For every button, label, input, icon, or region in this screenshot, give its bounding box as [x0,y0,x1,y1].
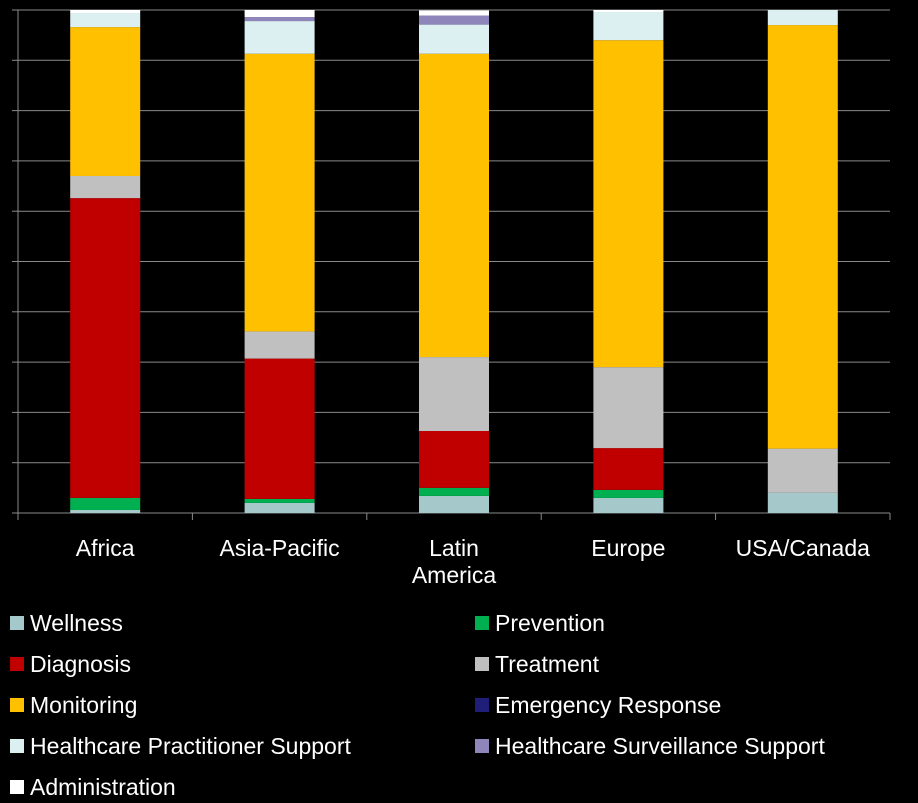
bar-segment-treatment [593,367,664,449]
bar-segment-healthcare-practitioner-support [70,13,141,28]
bar-segment-diagnosis [419,431,489,488]
legend-item: Diagnosis [10,651,131,677]
legend-label: Administration [30,774,176,800]
bar-segment-healthcare-practitioner-support [419,24,489,54]
x-tick-label: USA/Canada [735,535,870,561]
legend-swatch [475,616,489,630]
x-tick-label: Europe [591,535,666,561]
legend-item: Healthcare Practitioner Support [10,733,351,759]
bar-segment-diagnosis [244,358,315,499]
bar-segment-treatment [419,357,489,432]
x-tick-label: Africa [75,535,135,561]
bar-segment-healthcare-surveillance-support [244,17,315,22]
bar-segment-prevention [593,489,664,498]
bar-segment-treatment [70,175,141,199]
legend-label: Emergency Response [495,692,722,718]
legend-label: Healthcare Surveillance Support [495,733,825,759]
bar-segment-monitoring [244,53,315,332]
legend-item: Administration [10,774,176,800]
legend-swatch [475,739,489,753]
bar-segment-monitoring [419,53,489,358]
legend-swatch [10,780,24,794]
bar-segment-administration [419,10,489,16]
bar-segment-healthcare-practitioner-support [593,12,664,41]
bar-segment-administration [70,10,141,14]
legend-item: Prevention [475,610,605,636]
x-tick-label: Latin America [411,535,497,588]
bar-segment-healthcare-practitioner-support [767,10,838,26]
bar-segment-prevention [70,497,141,510]
legend-swatch [10,616,24,630]
legend-item: Emergency Response [475,692,721,718]
x-tick-label: Asia-Pacific [219,535,340,561]
bar-segment-wellness [244,502,315,513]
legend-label: Treatment [495,651,599,677]
bar-segment-wellness [593,497,664,513]
bar-segment-administration [244,10,315,18]
bar-segment-monitoring [70,27,141,176]
legend-swatch [10,657,24,671]
legend-item: Wellness [10,610,123,636]
bar-segment-wellness [70,509,141,513]
legend-item: Monitoring [10,692,137,718]
bar-segment-healthcare-practitioner-support [244,21,315,54]
legend-item: Healthcare Surveillance Support [475,733,825,759]
legend-label: Diagnosis [30,651,131,677]
bar-segment-prevention [244,498,315,503]
legend-swatch [10,739,24,753]
legend-label: Monitoring [30,692,138,718]
bar-segment-administration [593,10,664,13]
legend-label: Wellness [30,610,123,636]
bar-segment-wellness [419,495,489,513]
bar-segment-monitoring [593,40,664,368]
bar-segment-treatment [244,331,315,359]
bar-segment-monitoring [767,25,838,449]
bar-segment-treatment [767,448,838,493]
bar-segment-diagnosis [70,198,141,498]
legend-label: Healthcare Practitioner Support [30,733,351,759]
bar-segment-prevention [419,487,489,496]
legend-swatch [10,698,24,712]
bar-segment-healthcare-surveillance-support [419,15,489,25]
legend-swatch [475,698,489,712]
legend-item: Treatment [475,651,599,677]
bar-segment-diagnosis [593,448,664,490]
bar-segment-wellness [767,492,838,513]
legend-label: Prevention [495,610,605,636]
legend-swatch [475,657,489,671]
